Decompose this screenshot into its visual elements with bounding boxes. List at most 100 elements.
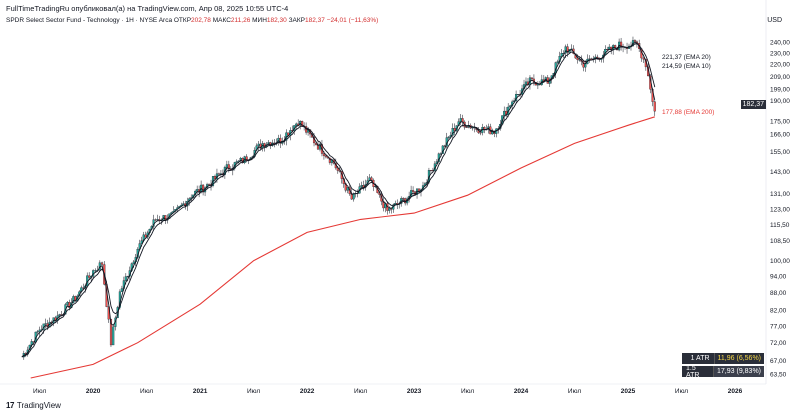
candle-up — [112, 326, 115, 346]
price-tick: 230,00 — [770, 50, 790, 57]
candle-up — [564, 46, 567, 54]
last-price-badge: 182,37 — [740, 100, 766, 109]
candle-down — [154, 219, 157, 221]
time-tick: Июл — [675, 388, 688, 395]
candle-up — [471, 127, 474, 129]
candle-down — [582, 61, 585, 68]
open-label: ОТКР — [173, 17, 192, 24]
candle-up — [196, 189, 199, 192]
candle-up — [44, 323, 47, 325]
time-tick: Июл — [247, 388, 260, 395]
price-tick: 155,00 — [770, 149, 790, 156]
price-tick: 240,00 — [770, 40, 790, 47]
price-tick: 166,00 — [770, 132, 790, 139]
candle-down — [653, 101, 656, 112]
price-tick: 82,00 — [770, 308, 787, 315]
candle-up — [578, 59, 581, 61]
candle-down — [576, 57, 579, 61]
candle-down — [479, 132, 482, 134]
symbol-legend: SPDR Select Sector Fund - Technology · 1… — [6, 17, 378, 24]
price-tick: 123,00 — [770, 207, 790, 214]
candle-down — [633, 40, 637, 42]
atr-2-box: 1.5 ATR 17,93 (9,83%) — [682, 365, 764, 379]
candle-down — [213, 175, 217, 180]
low-label: МИН — [252, 17, 267, 24]
ema10-label: 214,59 (EMA 10) — [662, 63, 711, 70]
price-tick: 115,50 — [770, 222, 790, 229]
candle-down — [324, 155, 327, 158]
candle-up — [560, 53, 563, 57]
candle-down — [60, 314, 63, 316]
time-tick: 2020 — [86, 388, 101, 395]
time-tick: 2022 — [300, 388, 315, 395]
ema200-line — [30, 116, 655, 379]
footer[interactable]: 17 TradingView — [6, 401, 61, 410]
ema20-label: 221,37 (EMA 20) — [662, 54, 711, 61]
close-value: 182,37 — [305, 17, 325, 24]
candle-down — [279, 137, 282, 144]
candle-up — [239, 158, 242, 162]
candle-down — [402, 198, 405, 200]
candle-down — [144, 234, 147, 238]
change-value: −24,01 (−11,63%) — [326, 17, 379, 24]
price-axis[interactable]: 240,00 230,00 220,00 209,00 199,00 190,00 175,… — [770, 40, 790, 379]
candle-down — [68, 302, 71, 308]
candle-up — [584, 63, 587, 68]
candle-down — [263, 143, 266, 148]
candle-down — [429, 170, 432, 172]
time-tick: 2021 — [193, 388, 208, 395]
high-value: 211,26 — [230, 17, 251, 24]
time-tick: Июл — [140, 388, 153, 395]
price-tick: 72,00 — [770, 340, 787, 347]
low-value: 182,30 — [266, 17, 287, 24]
candle-up — [94, 270, 97, 272]
candle-up — [524, 81, 528, 85]
price-tick: 63,50 — [770, 372, 787, 379]
candle-up — [257, 143, 260, 147]
candle-up — [451, 128, 454, 136]
candle-down — [101, 262, 104, 265]
time-tick: Июл — [568, 388, 581, 395]
time-tick: Июл — [354, 388, 367, 395]
atr-2-name: 1.5 ATR — [682, 365, 713, 379]
price-tick: 100,00 — [770, 258, 790, 265]
candle-up — [360, 185, 363, 187]
atr-1-value: 11,96 (6,56%) — [713, 353, 764, 364]
atr-1-name: 1 ATR — [682, 353, 714, 364]
price-tick: 131,00 — [770, 191, 790, 198]
time-tick: 2024 — [514, 388, 529, 395]
candle-down — [453, 128, 456, 131]
candle-up — [447, 136, 450, 138]
candle-up — [517, 94, 520, 95]
time-tick: 2023 — [407, 388, 422, 395]
price-tick: 209,00 — [770, 74, 790, 81]
candle-up — [58, 314, 61, 317]
atr-2-value: 17,93 (9,83%) — [713, 366, 764, 377]
brand-name: TradingView — [16, 401, 61, 410]
candle-up — [72, 296, 75, 303]
candle-down — [322, 153, 325, 156]
price-tick: 175,00 — [770, 119, 790, 126]
ema200-label: 177,88 (EMA 200) — [662, 109, 714, 116]
time-axis[interactable]: Июл 2020 Июл 2021 Июл 2022 Июл 2023 Июл 2024 Июл 20… — [33, 388, 743, 395]
time-tick: Июл — [461, 388, 474, 395]
candle-up — [459, 118, 462, 122]
candle-up — [346, 187, 349, 191]
price-tick: 88,00 — [770, 290, 787, 297]
candle-up — [156, 219, 159, 221]
time-tick: 2025 — [621, 388, 636, 395]
publisher-line: FullTimeTradingRu опубликовал(а) на Trad… — [6, 4, 289, 13]
candle-down — [109, 318, 113, 346]
candle-down — [412, 190, 415, 192]
candle-up — [124, 276, 127, 281]
price-tick: 94,00 — [770, 274, 787, 281]
candle-down — [82, 287, 85, 289]
candle-down — [530, 77, 533, 80]
time-tick: Июл — [33, 388, 46, 395]
candle-down — [217, 173, 220, 175]
close-label: ЗАКР — [288, 17, 305, 24]
price-tick: 108,50 — [770, 238, 790, 245]
candle-up — [120, 288, 123, 292]
candle-down — [370, 177, 373, 181]
